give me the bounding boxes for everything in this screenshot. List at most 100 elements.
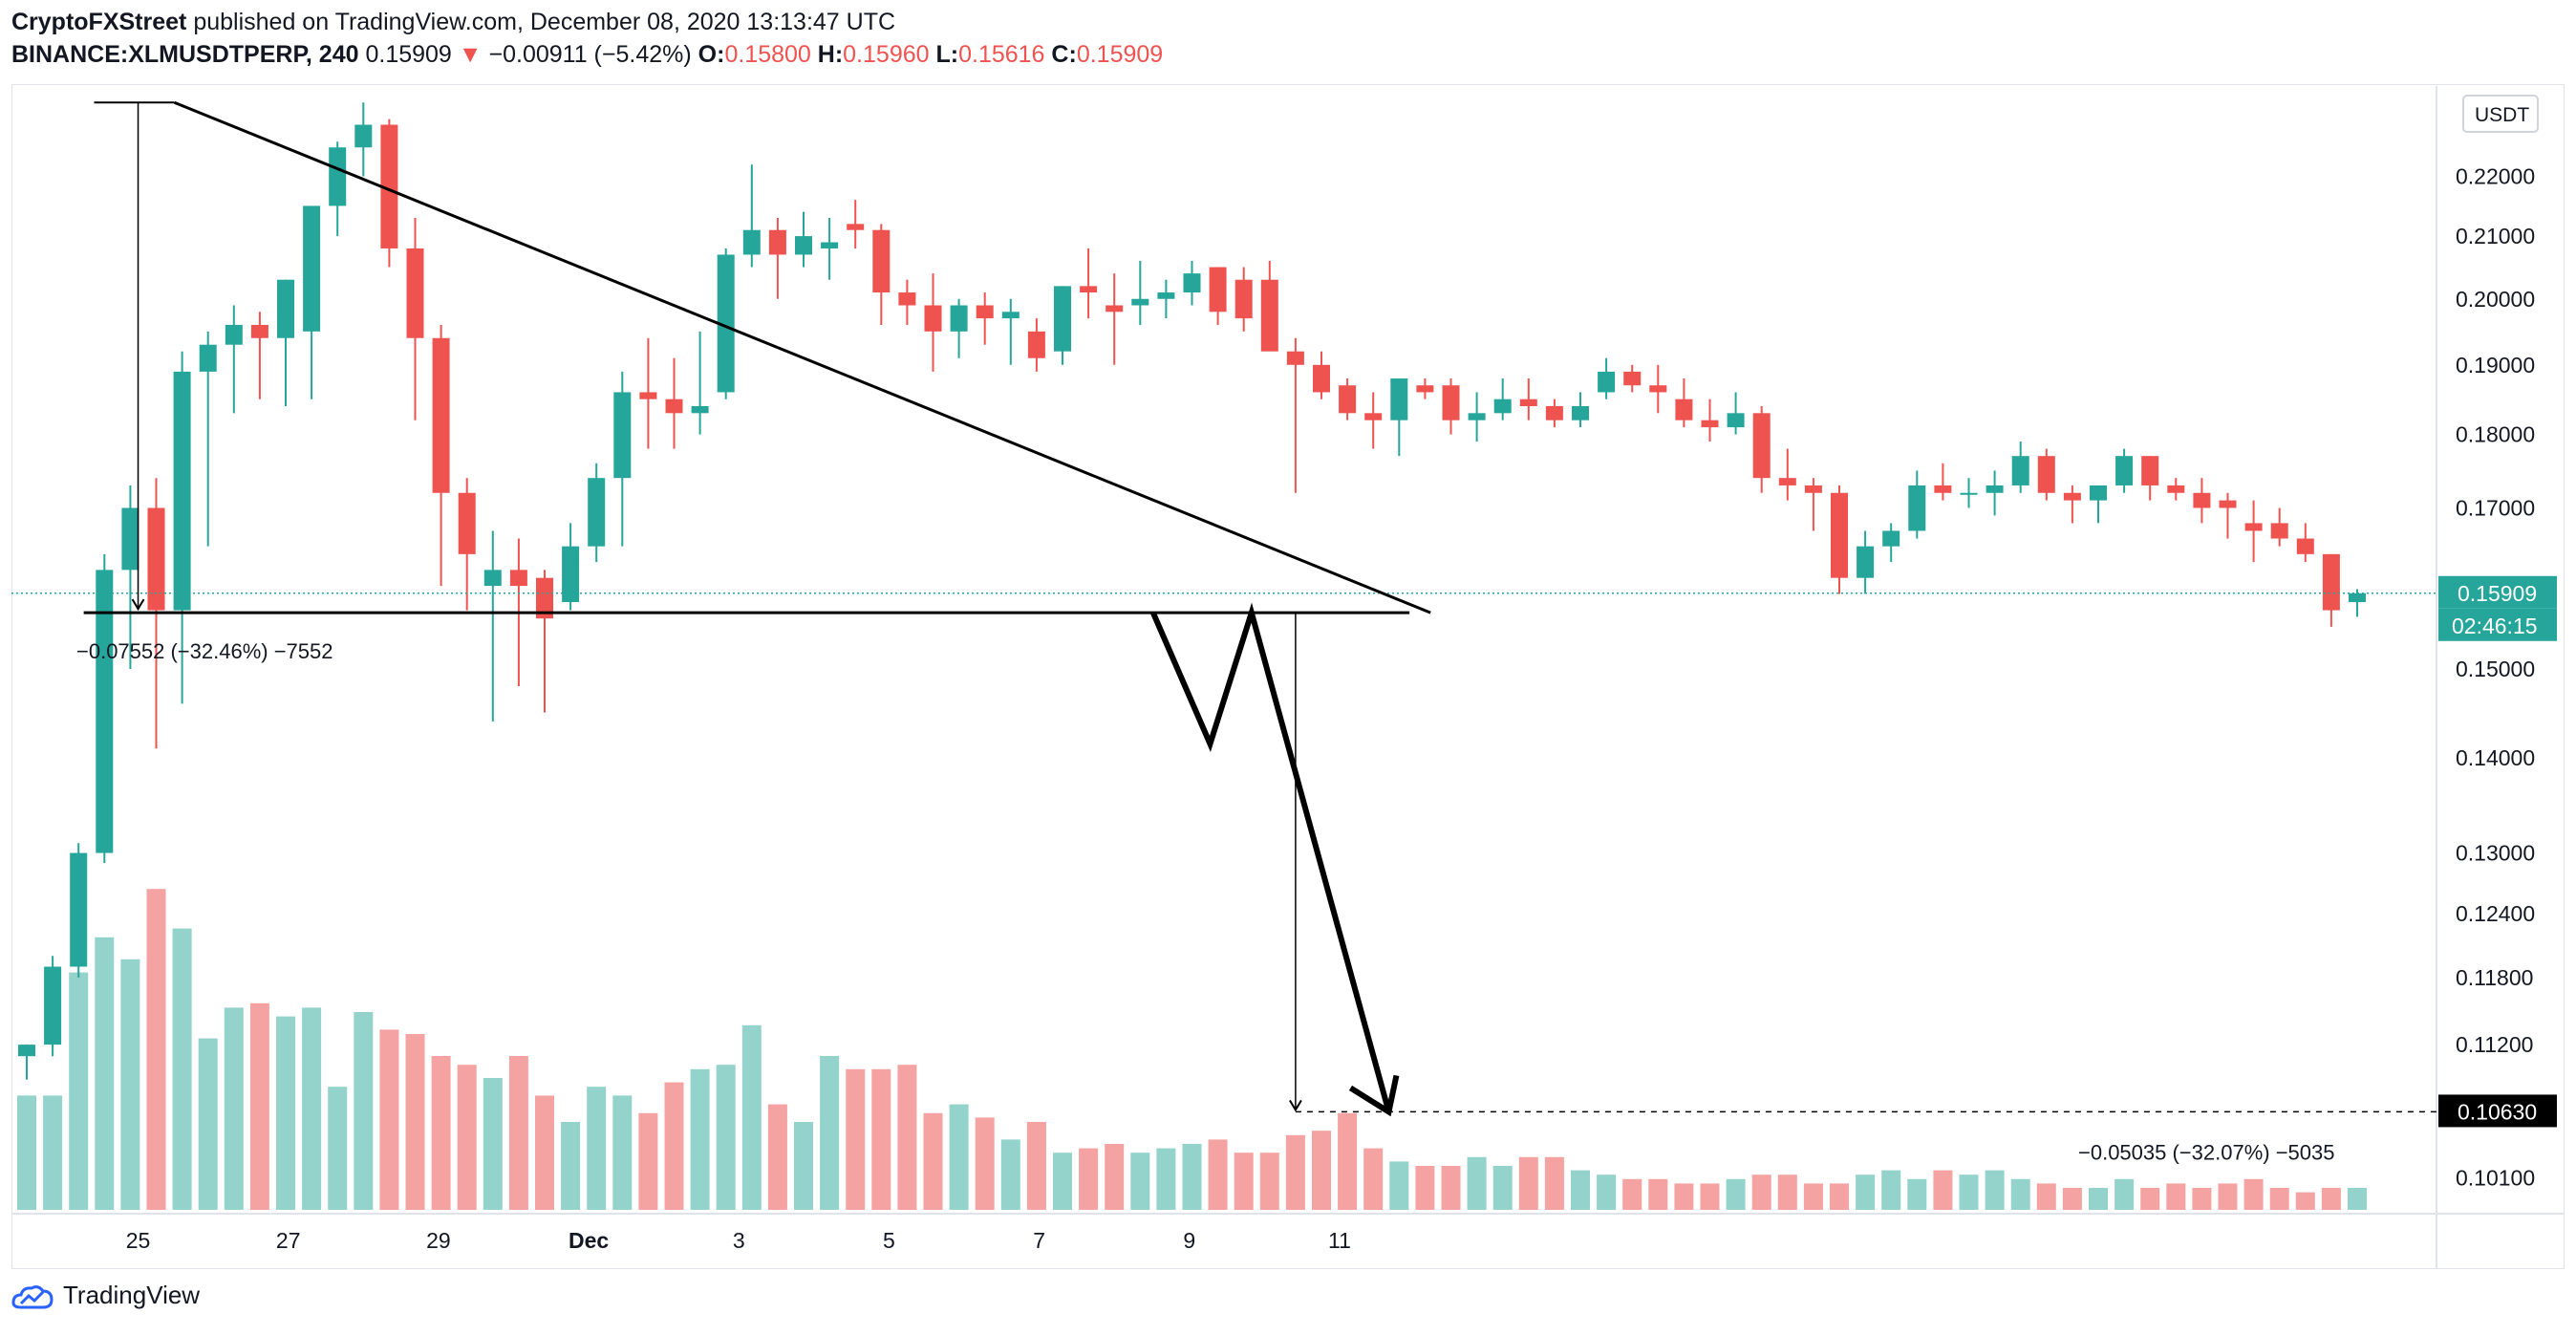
- volume-bar: [2348, 1188, 2367, 1210]
- candle-body: [1209, 267, 1227, 312]
- candle-body: [872, 229, 891, 293]
- volume-bar: [1467, 1156, 1487, 1210]
- volume-bar: [1726, 1178, 1746, 1210]
- volume-bar: [1234, 1153, 1254, 1210]
- currency-badge: [2462, 95, 2539, 133]
- volume-bar: [2218, 1183, 2238, 1210]
- candle-body: [1649, 385, 1667, 393]
- y-tick-label: 0.10100: [2456, 1165, 2535, 1190]
- volume-bar: [1130, 1153, 1150, 1210]
- volume-bar: [1312, 1131, 1331, 1210]
- volume-bar: [2269, 1188, 2289, 1210]
- candle-body: [562, 546, 580, 603]
- low-value: 0.15616: [958, 41, 1045, 68]
- candle-body: [1027, 331, 1045, 358]
- candle-body: [199, 344, 217, 372]
- x-tick-label: 3: [733, 1228, 745, 1253]
- candle-body: [2090, 485, 2107, 501]
- candle-body: [2296, 538, 2314, 554]
- volume-bar: [2036, 1183, 2056, 1210]
- candle-body: [354, 124, 373, 148]
- candle-body: [1364, 413, 1383, 420]
- volume-bar: [1259, 1153, 1279, 1210]
- x-tick-label: 5: [883, 1228, 895, 1253]
- volume-bar: [457, 1065, 477, 1210]
- candle-body: [1001, 312, 1020, 319]
- candle-body: [432, 337, 450, 493]
- chart-frame: [11, 84, 2565, 1269]
- y-tick-label: 0.22000: [2456, 163, 2535, 188]
- y-tick-label: 0.20000: [2456, 287, 2535, 312]
- candle-body: [1545, 405, 1563, 420]
- candle-body: [277, 279, 294, 338]
- candle-body: [458, 492, 476, 554]
- candle-body: [1908, 485, 1926, 531]
- volume-bar: [69, 972, 89, 1210]
- candle-body: [1804, 485, 1822, 493]
- y-tick-label: 0.17000: [2456, 495, 2535, 520]
- low-label: L:: [935, 41, 959, 68]
- volume-bar: [1208, 1139, 1228, 1210]
- candle-body: [2322, 553, 2340, 611]
- projection-path: [1150, 602, 1392, 1113]
- candle-body: [1390, 378, 1408, 420]
- volume-bar: [612, 1095, 633, 1210]
- candle-body: [1986, 485, 2004, 493]
- projection-arrow-icon: [1348, 1074, 1400, 1117]
- candle-body: [2244, 523, 2263, 531]
- candle-body: [1106, 305, 1124, 312]
- volume-bar: [43, 1095, 63, 1210]
- candle-body: [2141, 456, 2159, 485]
- candle-body: [2270, 523, 2288, 539]
- candle-body: [250, 324, 268, 338]
- candle-body: [898, 292, 916, 306]
- volume-bar: [1881, 1170, 1901, 1210]
- candle-body: [1157, 292, 1175, 299]
- candle-body: [1519, 399, 1537, 406]
- volume-bar: [561, 1122, 581, 1210]
- volume-bar: [302, 1007, 322, 1210]
- volume-bar: [2062, 1188, 2082, 1210]
- candle-body: [1468, 413, 1486, 420]
- volume-bar: [146, 889, 166, 1210]
- volume-bar: [535, 1095, 554, 1210]
- candle-body: [639, 392, 657, 399]
- currency-label: USDT: [2475, 104, 2529, 126]
- volume-bar: [172, 928, 192, 1210]
- volume-bar: [276, 1016, 295, 1210]
- candle-body: [173, 371, 191, 611]
- volume-bar: [2114, 1178, 2135, 1210]
- volume-bar: [328, 1087, 348, 1210]
- volume-bar: [2010, 1178, 2030, 1210]
- x-tick-label: 7: [1033, 1228, 1045, 1253]
- candle-body: [1623, 371, 1642, 386]
- target-arrow-icon: [1289, 1099, 1302, 1112]
- publisher-name[interactable]: CryptoFXStreet: [11, 9, 187, 35]
- volume-bar: [95, 937, 115, 1210]
- volume-bar: [1182, 1144, 1202, 1210]
- candle-body: [1675, 399, 1693, 420]
- candle-body: [1960, 492, 1978, 495]
- candle-body: [1701, 420, 1719, 428]
- candle-body: [950, 305, 968, 332]
- candle-body: [1778, 478, 1796, 485]
- volume-bar: [1700, 1183, 1720, 1210]
- candle-body: [483, 570, 502, 587]
- volume-bar: [2089, 1188, 2108, 1210]
- candle-body: [1882, 530, 1900, 547]
- volume-bar: [379, 1029, 399, 1210]
- y-tick-label: 0.13000: [2456, 841, 2535, 866]
- volume-bar: [508, 1056, 528, 1210]
- footer-brand[interactable]: TradingView: [63, 1281, 201, 1309]
- x-tick-label: Dec: [569, 1228, 609, 1253]
- open-label: O:: [698, 41, 725, 68]
- candle-body: [70, 852, 88, 967]
- candle-body: [2349, 593, 2366, 603]
- volume-bar: [2166, 1183, 2186, 1210]
- volume-bar: [1856, 1174, 1876, 1210]
- volume-bar: [224, 1007, 244, 1210]
- candle-body: [303, 205, 321, 332]
- candle-body: [329, 147, 347, 206]
- candle-body: [1572, 405, 1589, 420]
